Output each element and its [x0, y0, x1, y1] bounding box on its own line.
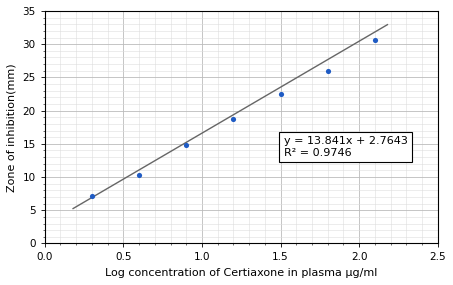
Text: y = 13.841x + 2.7643
R² = 0.9746: y = 13.841x + 2.7643 R² = 0.9746	[284, 136, 408, 158]
X-axis label: Log concentration of Certiaxone in plasma µg/ml: Log concentration of Certiaxone in plasm…	[105, 268, 377, 278]
Point	[371, 37, 379, 42]
Point	[277, 92, 284, 96]
Y-axis label: Zone of inhibition(mm): Zone of inhibition(mm)	[7, 63, 17, 192]
Point	[230, 117, 237, 121]
Point	[88, 193, 96, 198]
Point	[135, 173, 143, 177]
Point	[324, 68, 331, 73]
Point	[183, 143, 190, 147]
